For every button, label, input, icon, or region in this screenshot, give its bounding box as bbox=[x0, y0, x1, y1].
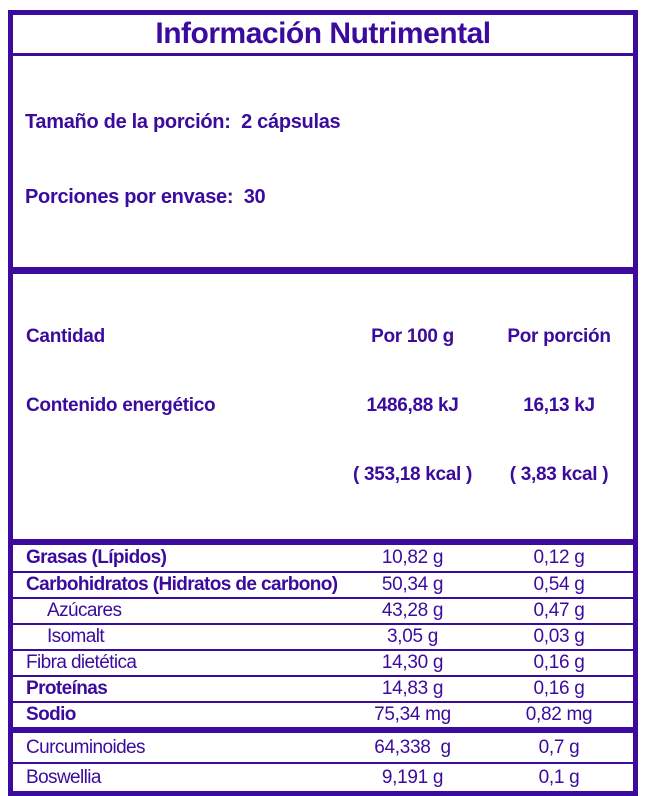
per100-energy-kcal: ( 353,18 kcal ) bbox=[352, 464, 473, 485]
portion-value: 0,16 g bbox=[533, 652, 585, 673]
portion-value: 0,47 g bbox=[533, 600, 585, 621]
portion-value: 0,82 mg bbox=[525, 704, 593, 725]
column-header-section: Cantidad Contenido energético Por 100 g … bbox=[13, 274, 633, 545]
per100-value: 75,34 mg bbox=[374, 704, 451, 725]
table-row: Curcuminoides 64,338 g 0,7 g bbox=[13, 733, 633, 762]
header-label-column: Cantidad Contenido energético bbox=[13, 279, 340, 463]
per100-column-title: Por 100 g bbox=[371, 326, 454, 347]
table-row: Fibra dietética 14,30 g 0,16 g bbox=[13, 649, 633, 675]
portion-energy-kj: 16,13 kJ bbox=[523, 395, 595, 416]
nutrition-label: Información Nutrimental Tamaño de la por… bbox=[8, 10, 638, 796]
serving-section: Tamaño de la porción: 2 cápsulas Porcion… bbox=[13, 56, 633, 274]
per100-value: 64,338 g bbox=[374, 736, 451, 758]
table-row: Proteínas 14,83 g 0,16 g bbox=[13, 675, 633, 701]
nutrient-label: Proteínas bbox=[26, 678, 108, 699]
amount-header: Cantidad bbox=[26, 326, 105, 347]
per100-value: 14,30 g bbox=[381, 652, 444, 673]
table-row: Isomalt 3,05 g 0,03 g bbox=[13, 623, 633, 649]
table-row: Azúcares 43,28 g 0,47 g bbox=[13, 597, 633, 623]
per100-energy-kj: 1486,88 kJ bbox=[366, 395, 459, 416]
nutrient-label: Fibra dietética bbox=[26, 652, 137, 673]
nutrient-label: Sodio bbox=[26, 704, 76, 725]
per100-value: 14,83 g bbox=[381, 678, 444, 699]
portion-value: 0,7 g bbox=[538, 736, 580, 758]
per100-header-column: Por 100 g 1486,88 kJ ( 353,18 kcal ) bbox=[340, 279, 485, 532]
portion-value: 0,12 g bbox=[533, 547, 585, 568]
per100-value: 3,05 g bbox=[386, 626, 439, 647]
per100-value: 10,82 g bbox=[381, 547, 444, 568]
per100-value: 9,191 g bbox=[381, 766, 444, 788]
supplement-table: Curcuminoides 64,338 g 0,7 g Boswellia 9… bbox=[13, 727, 633, 791]
nutrient-label: Azúcares bbox=[47, 600, 122, 621]
per100-value: 50,34 g bbox=[381, 574, 444, 595]
portion-header-column: Por porción 16,13 kJ ( 3,83 kcal ) bbox=[485, 279, 633, 532]
nutrient-label: Grasas (Lípidos) bbox=[26, 547, 167, 568]
portion-value: 0,16 g bbox=[533, 678, 585, 699]
energy-header: Contenido energético bbox=[26, 395, 216, 416]
nutrient-label: Boswellia bbox=[26, 766, 101, 788]
per100-value: 43,28 g bbox=[381, 600, 444, 621]
portion-energy-kcal: ( 3,83 kcal ) bbox=[509, 464, 609, 485]
nutrient-table: Grasas (Lípidos) 10,82 g 0,12 g Carbohid… bbox=[13, 545, 633, 727]
title-section: Información Nutrimental bbox=[13, 15, 633, 56]
portion-value: 0,54 g bbox=[533, 574, 585, 595]
nutrient-label: Isomalt bbox=[47, 626, 105, 647]
table-row: Boswellia 9,191 g 0,1 g bbox=[13, 762, 633, 791]
page-title: Información Nutrimental bbox=[155, 17, 491, 50]
serving-size-line: Tamaño de la porción: 2 cápsulas bbox=[25, 111, 341, 133]
table-row: Carbohidratos (Hidratos de carbono) 50,3… bbox=[13, 571, 633, 597]
nutrient-label: Curcuminoides bbox=[26, 736, 146, 758]
servings-per-container-line: Porciones por envase: 30 bbox=[25, 186, 266, 208]
portion-value: 0,1 g bbox=[538, 766, 580, 788]
table-row: Grasas (Lípidos) 10,82 g 0,12 g bbox=[13, 545, 633, 571]
nutrient-label: Carbohidratos (Hidratos de carbono) bbox=[26, 574, 338, 595]
table-row: Sodio 75,34 mg 0,82 mg bbox=[13, 701, 633, 727]
portion-column-title: Por porción bbox=[507, 326, 611, 347]
portion-value: 0,03 g bbox=[533, 626, 585, 647]
